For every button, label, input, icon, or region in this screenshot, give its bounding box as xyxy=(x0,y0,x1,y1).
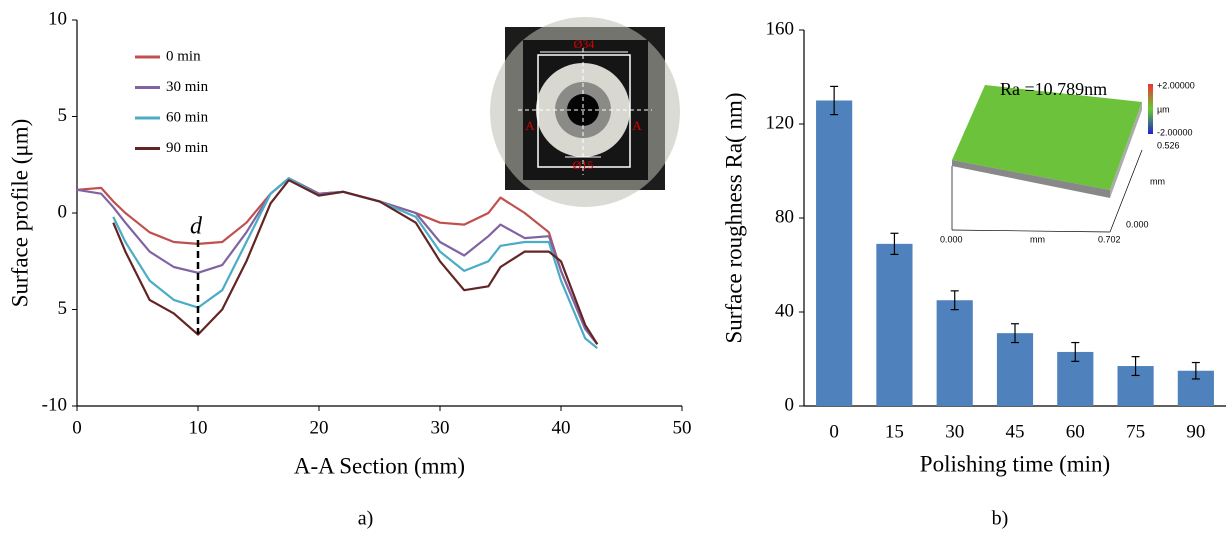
x-axis-label: A-A Section (mm) xyxy=(294,453,465,478)
legend-label: 30 min xyxy=(166,79,209,95)
inset-label: 0.526 xyxy=(1157,140,1180,150)
inset-label: -2.00000 xyxy=(1157,127,1193,137)
x-tick-label: 90 xyxy=(1186,421,1205,442)
y-tick-label: 5 xyxy=(58,105,68,126)
x-axis-label: Polishing time (min) xyxy=(920,451,1110,476)
line-series xyxy=(112,179,599,345)
bar xyxy=(936,300,973,406)
inset-surface xyxy=(951,84,1153,233)
x-tick-label: 40 xyxy=(552,417,571,438)
caption: b) xyxy=(992,508,1009,530)
legend-label: 60 min xyxy=(166,109,209,125)
x-tick-label: 30 xyxy=(945,421,964,442)
inset-label: Ø34 xyxy=(574,37,595,51)
inset-label: 0.000 xyxy=(940,234,963,244)
inset-label: mm xyxy=(1150,176,1165,186)
x-tick-label: 15 xyxy=(885,421,904,442)
x-tick-label: 0 xyxy=(72,417,82,438)
y-tick-label: 160 xyxy=(766,18,795,39)
x-tick-label: 60 xyxy=(1066,421,1085,442)
x-tick-label: 30 xyxy=(431,417,450,438)
line-series xyxy=(76,177,599,345)
x-tick-label: 20 xyxy=(310,417,329,438)
inset-photo xyxy=(490,17,680,207)
bar xyxy=(816,100,853,406)
x-tick-label: 50 xyxy=(673,417,692,438)
inset-label: 0.702 xyxy=(1098,234,1121,244)
y-tick-label: 40 xyxy=(775,300,794,321)
inset-label: 0.000 xyxy=(1126,219,1149,229)
inset-label: mm xyxy=(1030,234,1045,244)
y-tick-label: 0 xyxy=(58,201,68,222)
inset-label: A xyxy=(632,118,642,133)
x-tick-label: 45 xyxy=(1006,421,1025,442)
y-tick-label: -10 xyxy=(42,394,67,415)
y-axis-label: Surface profile (μm) xyxy=(7,119,32,308)
y-tick-label: 0 xyxy=(785,394,795,415)
y-tick-label: 80 xyxy=(775,206,794,227)
x-tick-label: 0 xyxy=(829,421,839,442)
annotation: d xyxy=(190,214,203,240)
legend-label: 90 min xyxy=(166,140,209,156)
legend-label: 0 min xyxy=(166,48,201,64)
inset-label: +2.00000 xyxy=(1157,80,1195,90)
y-tick-label: 10 xyxy=(48,8,67,29)
caption: a) xyxy=(358,508,374,530)
y-tick-label: 120 xyxy=(766,112,795,133)
line-series xyxy=(76,177,599,345)
y-tick-label: 5 xyxy=(58,298,68,319)
x-tick-label: 10 xyxy=(189,417,208,438)
inset-label: A xyxy=(525,118,535,133)
y-axis-label: Surface roughness Ra( nm) xyxy=(721,92,746,343)
inset-label: Ø15 xyxy=(573,158,594,172)
bar xyxy=(876,243,913,406)
inset-title: Ra =10.789nm xyxy=(1000,79,1107,99)
bar xyxy=(996,333,1034,406)
inset-label: µm xyxy=(1157,104,1170,114)
x-tick-label: 75 xyxy=(1126,421,1145,442)
